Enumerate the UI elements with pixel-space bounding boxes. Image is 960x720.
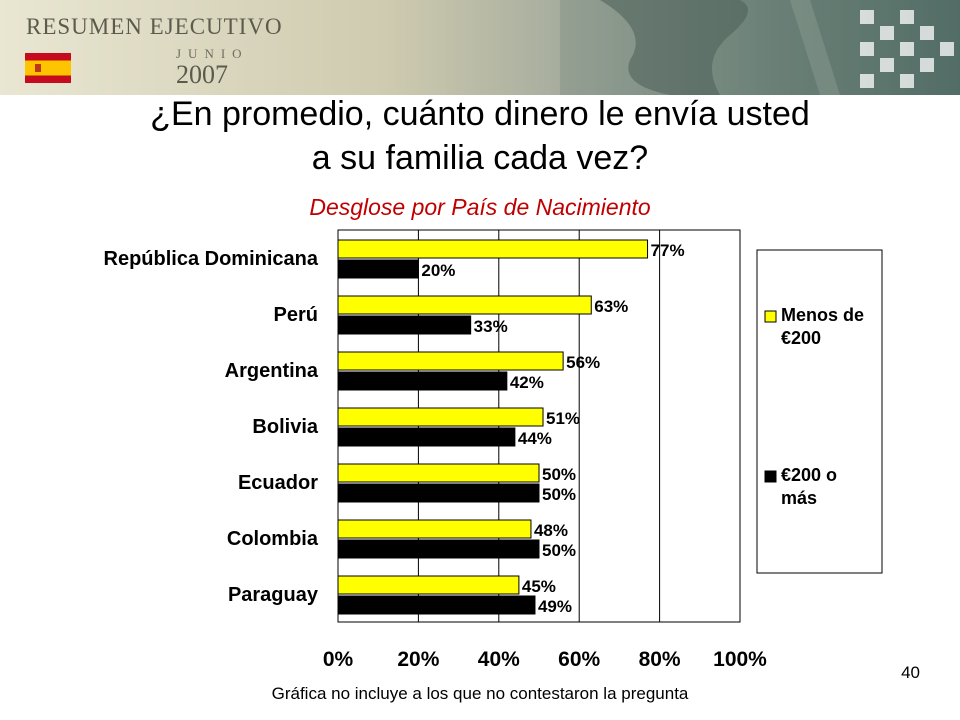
map-decoration <box>560 0 960 95</box>
slide-title-line1: ¿En promedio, cuánto dinero le envía ust… <box>150 95 810 133</box>
slide-title-line2: a su familia cada vez? <box>311 139 649 177</box>
banner-title: RESUMEN EJECUTIVO <box>26 14 283 39</box>
bar-200-o-mas <box>337 315 472 335</box>
legend-label: €200 <box>781 328 821 348</box>
bar-menos-de-200 <box>337 575 520 595</box>
legend-label: más <box>781 488 817 508</box>
bar-menos-de-200 <box>337 407 544 427</box>
data-label: 50% <box>542 485 576 504</box>
category-label: Paraguay <box>228 584 319 606</box>
data-label: 50% <box>542 541 576 560</box>
page-number: 40 <box>901 663 920 682</box>
slide-title: ¿En promedio, cuánto dinero le envía ust… <box>40 92 920 180</box>
data-label: 77% <box>651 241 685 260</box>
legend-swatch <box>764 470 777 483</box>
legend-box <box>756 249 883 574</box>
legend-label: Menos de <box>781 305 864 325</box>
bar-menos-de-200 <box>337 351 564 371</box>
chart-legend: Menos de €200 €200 o más <box>756 249 883 574</box>
data-label: 42% <box>510 373 544 392</box>
x-tick-label: 80% <box>639 648 681 671</box>
bar-200-o-mas <box>337 539 540 559</box>
data-label: 44% <box>518 429 552 448</box>
data-label: 50% <box>542 465 576 484</box>
chart-labels: 0% 20% 40% 60% 80% 100% República Dominicana 77… <box>104 241 768 671</box>
category-label: Perú <box>274 304 318 326</box>
data-label: 48% <box>534 521 568 540</box>
banner-month: JUNIO <box>176 46 249 61</box>
bar-200-o-mas <box>337 371 508 391</box>
bar-200-o-mas <box>337 427 516 447</box>
data-label: 63% <box>594 297 628 316</box>
data-label: 45% <box>522 577 556 596</box>
legend-label: €200 o <box>781 465 837 485</box>
bar-menos-de-200 <box>337 519 532 539</box>
category-label: Colombia <box>227 528 319 550</box>
data-label: 56% <box>566 353 600 372</box>
banner-year: 2007 <box>176 60 228 89</box>
bar-menos-de-200 <box>337 463 540 483</box>
category-label: Bolivia <box>252 416 318 438</box>
x-tick-label: 60% <box>558 648 600 671</box>
footnote: Gráfica no incluye a los que no contesta… <box>271 684 689 703</box>
bar-menos-de-200 <box>337 295 592 315</box>
spain-flag-icon <box>25 53 71 83</box>
x-tick-label: 100% <box>713 648 767 671</box>
chart-bars <box>337 239 649 615</box>
header-banner: RESUMEN EJECUTIVO JUNIO 2007 <box>0 0 960 95</box>
legend-swatch <box>764 310 777 323</box>
x-tick-label: 20% <box>397 648 439 671</box>
bar-200-o-mas <box>337 483 540 503</box>
bar-200-o-mas <box>337 595 536 615</box>
bar-chart: 0% 20% 40% 60% 80% 100% República Dominicana 77… <box>104 229 883 671</box>
data-label: 49% <box>538 597 572 616</box>
data-label: 51% <box>546 409 580 428</box>
category-label: República Dominicana <box>104 248 319 270</box>
slide-subtitle: Desglose por País de Nacimiento <box>309 194 651 220</box>
category-label: Ecuador <box>238 472 318 494</box>
x-tick-label: 0% <box>323 648 354 671</box>
x-tick-label: 40% <box>478 648 520 671</box>
data-label: 20% <box>421 261 455 280</box>
bar-200-o-mas <box>337 259 419 279</box>
category-label: Argentina <box>225 360 319 382</box>
bar-menos-de-200 <box>337 239 649 259</box>
data-label: 33% <box>474 317 508 336</box>
